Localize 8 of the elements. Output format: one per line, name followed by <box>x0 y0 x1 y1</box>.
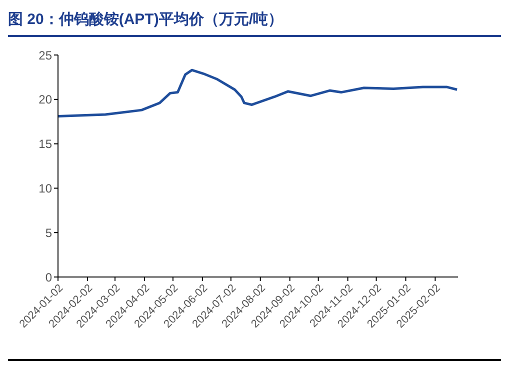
y-tick-label: 0 <box>45 270 52 284</box>
y-tick-label: 10 <box>38 181 52 196</box>
line-series <box>58 68 458 118</box>
y-tick-label: 5 <box>45 226 52 240</box>
y-tick-label: 15 <box>38 137 52 152</box>
y-tick-label: 25 <box>38 48 52 62</box>
y-tick-label: 20 <box>38 92 52 107</box>
chart-title: 图 20：仲钨酸铵(APT)平均价（万元/吨） <box>8 8 501 37</box>
